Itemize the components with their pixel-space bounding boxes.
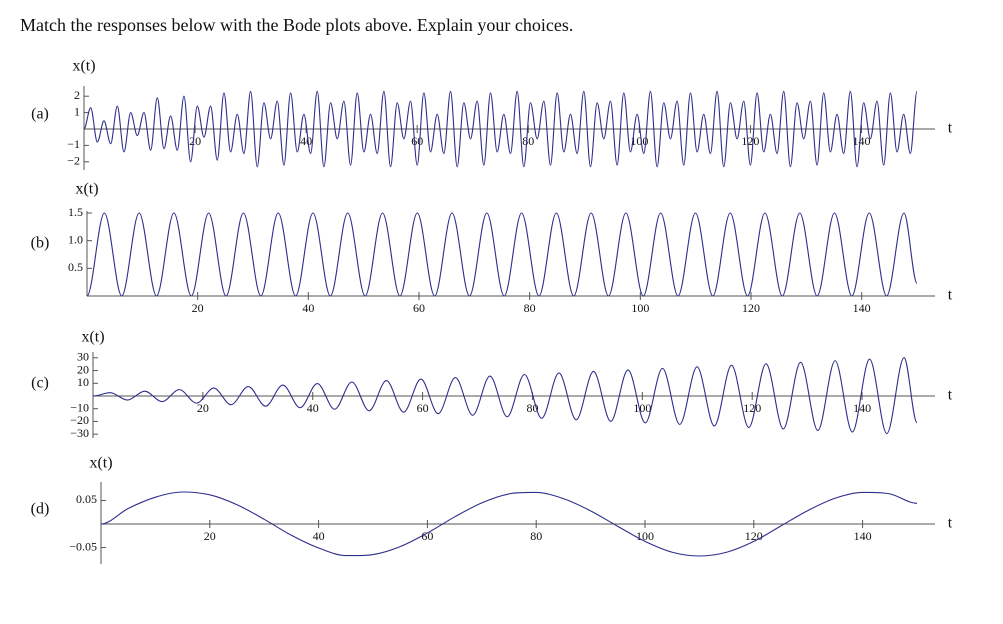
x-tick-label: 120 — [743, 401, 761, 415]
response-curve — [83, 90, 918, 168]
y-tick-label: 0.05 — [76, 492, 97, 506]
y-tick-label: 1.5 — [68, 205, 83, 219]
y-tick-label: −2 — [67, 154, 80, 168]
x-tick-label: 120 — [742, 301, 760, 315]
y-tick-label: 10 — [77, 375, 89, 389]
x-tick-label: 100 — [636, 529, 654, 543]
panel-label: (b) — [31, 235, 50, 252]
x-tick-label: 100 — [633, 401, 651, 415]
x-tick-label: 120 — [741, 134, 759, 148]
y-tick-label: 20 — [77, 362, 89, 376]
response-curve — [100, 491, 918, 557]
y-tick-label: 30 — [77, 350, 89, 364]
panel-label: (a) — [31, 106, 49, 123]
y-tick-label: 1.0 — [68, 232, 83, 246]
x-tick-label: 20 — [197, 401, 209, 415]
x-axis-title: t — [948, 287, 953, 304]
x-tick-label: 40 — [313, 529, 325, 543]
y-tick-label: −30 — [70, 426, 89, 440]
x-tick-label: 100 — [631, 301, 649, 315]
x-tick-label: 60 — [417, 401, 429, 415]
heading: Match the responses below with the Bode … — [20, 15, 573, 35]
x-axis-title: t — [948, 515, 953, 532]
x-tick-label: 60 — [413, 301, 425, 315]
x-tick-label: 140 — [853, 301, 871, 315]
x-axis-title: t — [948, 387, 953, 404]
x-tick-label: 40 — [302, 301, 314, 315]
x-tick-label: 80 — [530, 529, 542, 543]
x-tick-label: 20 — [204, 529, 216, 543]
x-tick-label: 120 — [745, 529, 763, 543]
y-tick-label: −1 — [67, 137, 80, 151]
y-tick-label: −0.05 — [69, 539, 97, 553]
y-tick-label: −20 — [70, 413, 89, 427]
x-tick-label: 20 — [189, 134, 201, 148]
y-axis-title: x(t) — [72, 58, 95, 75]
x-tick-label: 100 — [630, 134, 648, 148]
x-tick-label: 140 — [854, 529, 872, 543]
x-tick-label: 60 — [421, 529, 433, 543]
response-curve — [92, 357, 918, 435]
y-axis-title: x(t) — [75, 181, 98, 198]
x-tick-label: 140 — [853, 401, 871, 415]
response-curve — [86, 212, 918, 297]
x-tick-label: 40 — [307, 401, 319, 415]
y-tick-label: 2 — [74, 88, 80, 102]
y-tick-label: 1 — [74, 104, 80, 118]
y-tick-label: 0.5 — [68, 260, 83, 274]
x-tick-label: 80 — [524, 301, 536, 315]
y-tick-label: −10 — [70, 400, 89, 414]
x-tick-label: 60 — [411, 134, 423, 148]
panel-label: (d) — [31, 501, 50, 518]
x-tick-label: 140 — [852, 134, 870, 148]
x-tick-label: 40 — [300, 134, 312, 148]
panel-label: (c) — [31, 375, 49, 392]
x-tick-label: 20 — [192, 301, 204, 315]
y-axis-title: x(t) — [81, 329, 104, 346]
y-axis-title: x(t) — [89, 455, 112, 472]
x-axis-title: t — [948, 120, 953, 137]
x-tick-label: 80 — [522, 134, 534, 148]
